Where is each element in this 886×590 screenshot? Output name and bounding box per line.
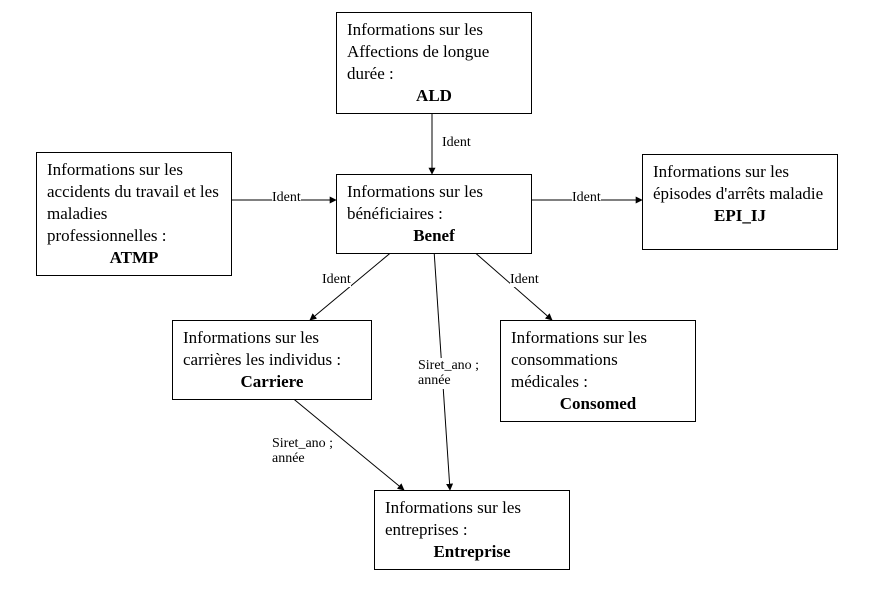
node-atmp: Informations sur les accidents du travai… [36, 152, 232, 276]
node-ald-key: ALD [347, 85, 521, 107]
node-consomed: Informations sur les consommations médic… [500, 320, 696, 422]
node-atmp-key: ATMP [47, 247, 221, 269]
edge-label: Siret_ano ; année [418, 358, 479, 389]
node-epi: Informations sur les épisodes d'arrêts m… [642, 154, 838, 250]
node-entreprise: Informations sur les entreprises : Entre… [374, 490, 570, 570]
node-benef-key: Benef [347, 225, 521, 247]
node-entreprise-desc: Informations sur les entreprises : [385, 497, 559, 541]
node-consomed-desc: Informations sur les consommations médic… [511, 327, 685, 393]
node-carriere: Informations sur les carrières les indiv… [172, 320, 372, 400]
node-entreprise-key: Entreprise [385, 541, 559, 563]
node-benef: Informations sur les bénéficiaires : Ben… [336, 174, 532, 254]
node-epi-desc: Informations sur les épisodes d'arrêts m… [653, 161, 827, 205]
node-atmp-desc: Informations sur les accidents du travai… [47, 159, 221, 247]
node-ald: Informations sur les Affections de longu… [336, 12, 532, 114]
edge-label: Ident [572, 190, 601, 205]
node-ald-desc: Informations sur les Affections de longu… [347, 19, 521, 85]
node-carriere-key: Carriere [183, 371, 361, 393]
node-consomed-key: Consomed [511, 393, 685, 415]
edge-label: Ident [510, 272, 539, 287]
edge-label: Ident [322, 272, 351, 287]
node-benef-desc: Informations sur les bénéficiaires : [347, 181, 521, 225]
edge-label: Siret_ano ; année [272, 436, 333, 467]
node-carriere-desc: Informations sur les carrières les indiv… [183, 327, 361, 371]
edge-label: Ident [272, 190, 301, 205]
edge-label: Ident [442, 135, 471, 150]
node-epi-key: EPI_IJ [653, 205, 827, 227]
